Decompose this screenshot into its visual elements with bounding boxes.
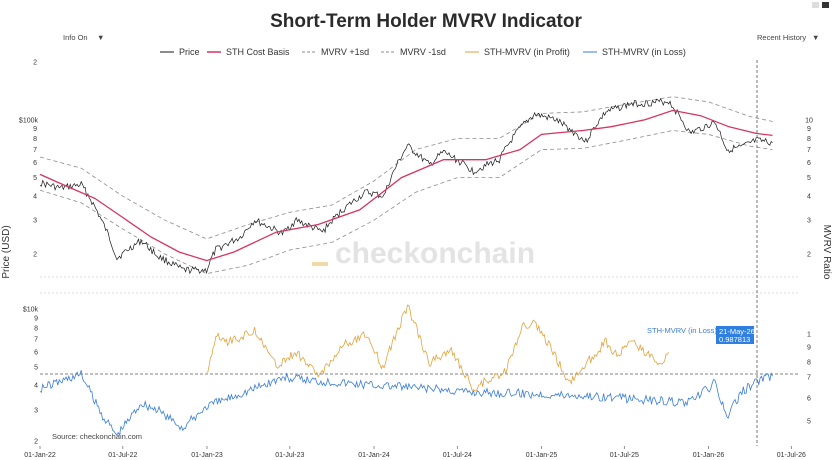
- y2-tick-label: 8: [807, 136, 811, 143]
- legend-item[interactable]: STH-MVRV (in Profit): [465, 47, 570, 57]
- menu-icon[interactable]: [822, 2, 829, 8]
- window-icon: [812, 2, 819, 8]
- y2-tick-label: 8: [807, 360, 811, 367]
- x-tick-label: 01-Jul-23: [275, 452, 304, 459]
- y-tick-label: 9: [34, 316, 38, 323]
- legend-label: Price: [179, 47, 200, 57]
- range-chevron-down-icon: ▼: [812, 33, 819, 42]
- legend-item[interactable]: STH Cost Basis: [207, 47, 290, 57]
- chart-title: Short-Term Holder MVRV Indicator: [270, 11, 582, 32]
- series-sth-mvrv-loss: [39, 370, 773, 437]
- hover-tooltip: STH-MVRV (in Loss) 21-May-26 0.987813: [647, 326, 755, 344]
- hover-series-label: STH-MVRV (in Loss): [647, 326, 717, 335]
- y-tick-label: 8: [34, 326, 38, 333]
- info-toggle[interactable]: Info On ▼: [63, 33, 104, 42]
- legend-label: MVRV +1sd: [321, 47, 369, 57]
- y-tick-label: 6: [33, 160, 37, 167]
- y2-tick-label: 5: [807, 419, 811, 426]
- y2-tick-label: 7: [807, 147, 811, 154]
- y2-tick-label: 1: [807, 332, 811, 339]
- y2-tick-label: 9: [807, 126, 811, 133]
- y-tick-label: $100k: [19, 117, 39, 124]
- y-tick-label: 8: [33, 136, 37, 143]
- legend-label: STH-MVRV (in Profit): [484, 47, 570, 57]
- legend-item[interactable]: STH-MVRV (in Loss): [583, 47, 686, 57]
- x-tick-label: 01-Jan-22: [24, 452, 56, 459]
- y-axis-left: 2 3 4 5 6 7 8 9 $100k 2 2 3 4 5 6 7 8 9 $10k: [19, 60, 39, 446]
- y2-axis-title: MVRV Ratio: [821, 225, 832, 280]
- price-panel: [39, 96, 800, 294]
- legend-label: MVRV -1sd: [400, 47, 446, 57]
- y-tick-label: 4: [33, 194, 37, 201]
- x-axis: 01-Jan-22 01-Jul-22 01-Jan-23 01-Jul-23 01-J…: [24, 446, 806, 459]
- y-tick-label: $10k: [23, 307, 39, 314]
- y2-tick-label: 9: [807, 345, 811, 352]
- source-credit: Source: checkonchain.com: [52, 432, 142, 441]
- y2-tick-label: 6: [807, 396, 811, 403]
- y-tick-label: 6: [34, 350, 38, 357]
- y-tick-label: 2: [33, 60, 37, 67]
- y2-tick-label: 5: [807, 175, 811, 182]
- mvrv-panel: [39, 304, 800, 437]
- y-tick-label: 2: [34, 439, 38, 446]
- hover-date: 21-May-26: [719, 327, 755, 336]
- legend-item[interactable]: MVRV -1sd: [381, 47, 446, 57]
- chart-legend: Price STH Cost Basis MVRV +1sd MVRV -1sd STH…: [160, 47, 686, 57]
- y-tick-label: 5: [34, 365, 38, 372]
- x-tick-label: 01-Jul-25: [610, 452, 639, 459]
- x-tick-label: 01-Jan-24: [358, 452, 390, 459]
- y2-tick-label: 10: [805, 117, 813, 124]
- y-tick-label: 9: [33, 126, 37, 133]
- y-tick-label: 2: [33, 252, 37, 259]
- legend-item[interactable]: Price: [160, 47, 200, 57]
- series-mvrv-minus-1sd: [39, 130, 773, 275]
- watermark-accent: [312, 262, 328, 266]
- legend-label: STH-MVRV (in Loss): [602, 47, 686, 57]
- x-tick-label: 01-Jul-22: [108, 452, 137, 459]
- y-tick-label: 3: [33, 218, 37, 225]
- y2-tick-label: 6: [807, 160, 811, 167]
- x-tick-label: 01-Jan-25: [526, 452, 558, 459]
- y2-tick-label: 4: [807, 194, 811, 201]
- x-tick-label: 01-Jul-26: [777, 452, 806, 459]
- x-tick-label: 01-Jan-23: [191, 452, 223, 459]
- y2-tick-label: 7: [807, 375, 811, 382]
- watermark: checkonchain: [335, 237, 535, 270]
- range-select[interactable]: Recent History ▼: [757, 33, 819, 42]
- series-sth-mvrv-profit: [206, 304, 670, 392]
- info-toggle-label: Info On: [63, 33, 88, 42]
- series-sth-cost-basis: [39, 109, 773, 262]
- x-tick-label: 01-Jul-24: [443, 452, 472, 459]
- x-tick-label: 01-Jan-26: [693, 452, 725, 459]
- y-tick-label: 5: [33, 175, 37, 182]
- range-select-label: Recent History: [757, 33, 806, 42]
- series-mvrv-plus-1sd: [39, 96, 773, 240]
- info-chevron-down-icon: ▼: [97, 33, 104, 42]
- y-axis-right: 2 3 4 5 6 7 8 9 10 5 6 7 8 9 1: [805, 117, 813, 425]
- legend-label: STH Cost Basis: [226, 47, 290, 57]
- y-axis-title: Price (USD): [1, 225, 12, 278]
- y-tick-label: 3: [34, 408, 38, 415]
- y-tick-label: 7: [34, 337, 38, 344]
- y-tick-label: 7: [33, 147, 37, 154]
- hover-value: 0.987813: [719, 335, 750, 344]
- y2-tick-label: 2: [807, 252, 811, 259]
- series-price: [39, 97, 773, 275]
- y2-tick-label: 3: [807, 218, 811, 225]
- y-tick-label: 4: [34, 383, 38, 390]
- legend-item[interactable]: MVRV +1sd: [302, 47, 369, 57]
- hover-value-box: [716, 326, 754, 344]
